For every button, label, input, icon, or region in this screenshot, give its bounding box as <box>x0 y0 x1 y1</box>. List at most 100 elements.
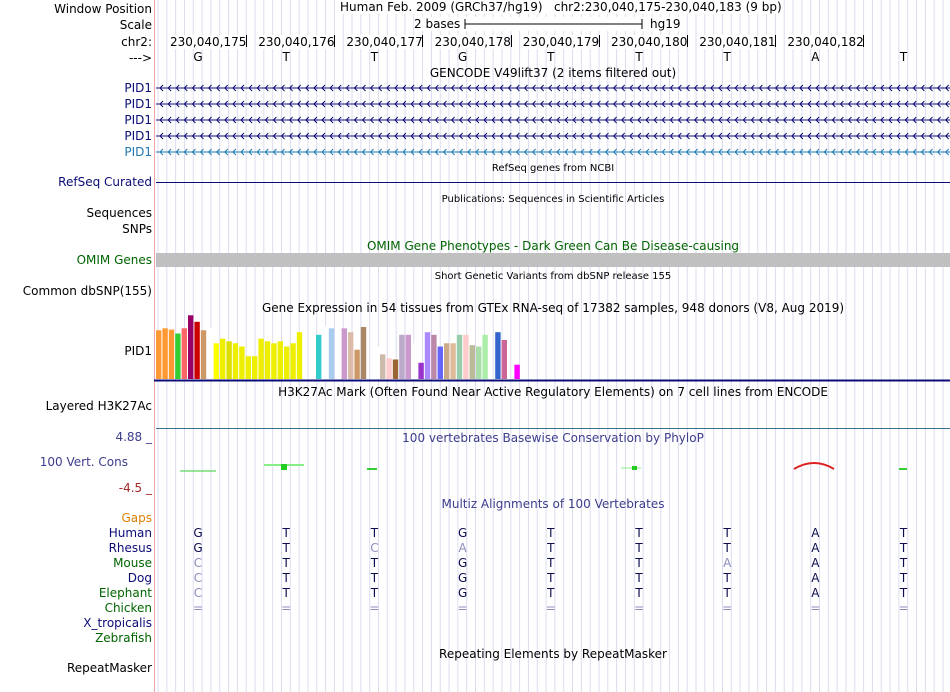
strand-arrow <box>386 116 391 124</box>
strand-arrow <box>572 132 577 140</box>
species-label[interactable]: Mouse <box>113 556 152 570</box>
strand-arrow <box>742 100 747 108</box>
gaps-label[interactable]: Gaps <box>121 511 152 525</box>
gencode-transcript-label[interactable]: PID1 <box>124 81 152 95</box>
alignment-base: T <box>282 586 290 600</box>
phylop-mark <box>632 466 637 470</box>
strand-arrow <box>863 132 869 140</box>
strand-arrow <box>758 100 763 108</box>
strand-arrow <box>920 148 925 156</box>
strand-arrow <box>515 132 520 140</box>
alignment-base: T <box>723 586 731 600</box>
gtex-tissue-bar <box>213 343 219 379</box>
strand-arrow <box>799 132 804 140</box>
strand-arrow <box>329 84 334 92</box>
strand-arrow <box>596 100 601 108</box>
strand-arrow <box>920 100 925 108</box>
gtex-tissue-bar <box>341 328 347 379</box>
strand-arrow <box>426 84 431 92</box>
strand-arrow <box>410 84 415 92</box>
species-label[interactable]: Chicken <box>104 601 152 615</box>
strand-arrow <box>823 84 828 92</box>
strand-arrow <box>928 148 933 156</box>
gtex-tissue-bar <box>200 330 207 379</box>
gtex-tissue-bar <box>232 343 239 379</box>
strand-arrow <box>394 84 399 92</box>
species-label[interactable]: Elephant <box>98 586 152 600</box>
dbsnp-label[interactable]: Common dbSNP(155) <box>22 284 152 298</box>
omim-label[interactable]: OMIM Genes <box>76 253 152 267</box>
strand-arrow <box>491 132 496 140</box>
species-label[interactable]: X_tropicalis <box>83 616 152 630</box>
strand-arrow <box>475 148 480 156</box>
species-label[interactable]: Human <box>108 526 152 540</box>
publications-label[interactable]: Sequences <box>86 206 152 220</box>
strand-arrow <box>556 116 561 124</box>
species-label[interactable]: Zebrafish <box>95 631 152 645</box>
strand-arrow <box>361 148 366 156</box>
gencode-transcript-label[interactable]: PID1 <box>124 129 152 143</box>
strand-arrow <box>394 148 399 156</box>
strand-arrow <box>831 100 836 108</box>
strand-arrow <box>224 100 229 108</box>
omim-bar[interactable] <box>156 253 950 267</box>
strand-arrow <box>580 132 585 140</box>
strand-arrow <box>394 132 399 140</box>
alignment-base: T <box>370 526 379 540</box>
strand-arrow <box>588 148 593 156</box>
h3k27ac-baseline <box>156 428 950 429</box>
strand-arrow <box>394 116 399 124</box>
strand-arrow <box>199 84 204 92</box>
gtex-chart[interactable] <box>154 314 950 384</box>
strand-arrow <box>782 148 788 156</box>
gencode-transcript[interactable] <box>156 129 950 143</box>
strand-arrow <box>402 100 407 108</box>
gencode-transcript[interactable] <box>156 145 950 159</box>
strand-arrow <box>167 84 172 92</box>
alignment-base: T <box>723 526 731 540</box>
alignment-base: = <box>810 601 821 615</box>
gencode-transcript[interactable] <box>156 97 950 111</box>
gencode-transcript-label[interactable]: PID1 <box>124 145 152 159</box>
species-label[interactable]: Rhesus <box>108 541 152 555</box>
phylop-label[interactable]: 100 Vert. Cons <box>39 455 128 469</box>
strand-arrow <box>807 100 812 108</box>
snps-label[interactable]: SNPs <box>122 222 152 236</box>
strand-arrow <box>240 132 245 140</box>
coordinate-tick: 230,040,182 <box>787 35 864 49</box>
gencode-transcript[interactable] <box>156 81 950 95</box>
strand-arrow <box>256 132 261 140</box>
strand-arrow <box>321 100 326 108</box>
gtex-label[interactable]: PID1 <box>124 344 152 358</box>
strand-arrow <box>742 132 747 140</box>
strand-arrow <box>369 84 374 92</box>
refseq-label[interactable]: RefSeq Curated <box>58 175 152 189</box>
repeatmasker-label[interactable]: RepeatMasker <box>66 661 152 675</box>
h3k27ac-label[interactable]: Layered H3K27Ac <box>45 399 152 413</box>
gencode-transcript-label[interactable]: PID1 <box>124 97 152 111</box>
gtex-tissue-bar <box>514 364 520 379</box>
strand-arrow <box>369 100 374 108</box>
strand-arrow <box>734 148 739 156</box>
strand-arrow <box>645 148 650 156</box>
track-label-separator <box>154 0 155 692</box>
strand-arrow <box>920 132 925 140</box>
strand-arrow <box>305 148 310 156</box>
alignment-base: T <box>282 556 290 570</box>
species-label[interactable]: Dog <box>127 571 152 585</box>
strand-arrow <box>944 132 950 140</box>
alignment-base: T <box>547 541 555 555</box>
strand-arrow <box>539 100 545 108</box>
strand-arrow <box>701 132 707 140</box>
phylop-chart[interactable] <box>154 455 950 480</box>
gencode-transcript-label[interactable]: PID1 <box>124 113 152 127</box>
gtex-tissue-bar <box>168 329 175 379</box>
strand-arrow <box>588 116 593 124</box>
gtex-tissue-bar <box>316 334 322 379</box>
strand-arrow <box>175 148 180 156</box>
refseq-gene-line[interactable] <box>156 182 950 183</box>
gtex-tissue-bar <box>252 356 258 379</box>
strand-arrow <box>693 132 698 140</box>
gencode-transcript[interactable] <box>156 113 950 127</box>
strand-arrow <box>207 132 212 140</box>
